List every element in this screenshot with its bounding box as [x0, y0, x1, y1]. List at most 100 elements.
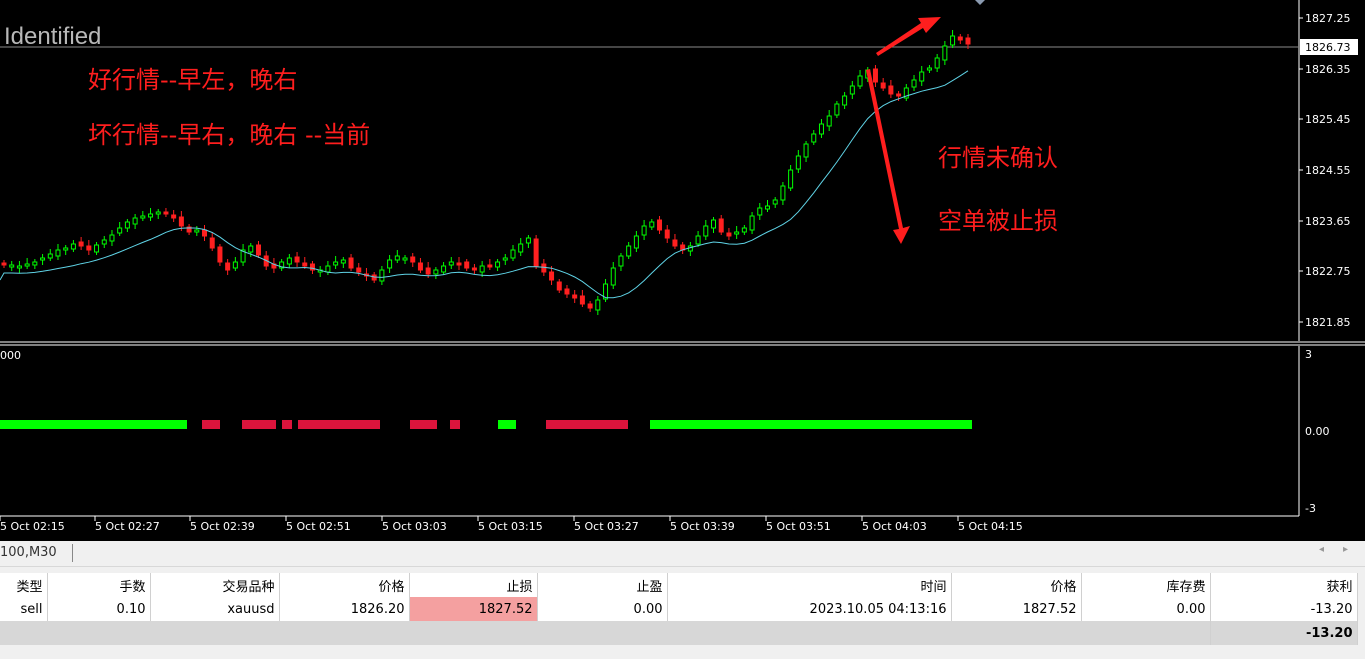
cell-profit: -13.20	[1210, 597, 1358, 621]
cell-price: 1826.20	[279, 597, 410, 621]
price-axis: 1827.25 1826.35 1825.45 1824.55 1823.65 …	[1299, 12, 1351, 329]
annotation-good-trend: 好行情--早左，晚右	[88, 66, 297, 94]
candle-bull	[734, 231, 740, 235]
candle-bull	[942, 45, 948, 61]
signal-bar-red	[202, 420, 220, 429]
candle-bear	[456, 262, 462, 266]
price-chart[interactable]: Identified 好行情--早左，晚右 坏行情--早右，晚右 --当前 行情…	[0, 0, 1365, 346]
annotation-bad-trend: 坏行情--早右，晚右 --当前	[88, 121, 370, 149]
candle-bear	[672, 239, 678, 247]
chart-tab[interactable]: 100,M30	[0, 545, 57, 560]
candle-bear	[86, 245, 92, 251]
candle-bull	[903, 87, 909, 99]
header-stop-loss[interactable]: 止损	[409, 573, 538, 597]
candle-bull	[788, 169, 794, 189]
indicator-axis-label: 0.00	[1305, 425, 1330, 438]
header-time[interactable]: 时间	[667, 573, 952, 597]
candle-bear	[487, 264, 493, 268]
candle-bear	[572, 294, 578, 299]
candle-bull	[780, 185, 786, 201]
candle-bull	[741, 227, 747, 233]
signal-bar-red	[410, 420, 437, 429]
price-label: 1823.65	[1305, 215, 1351, 228]
candle-bull	[117, 227, 123, 234]
header-volume[interactable]: 手数	[47, 573, 151, 597]
table-row[interactable]: sell 0.10 xauusd 1826.20 1827.52 0.00 20…	[0, 597, 1358, 621]
header-price[interactable]: 价格	[279, 573, 410, 597]
header-type[interactable]: 类型	[0, 573, 48, 597]
candle-bear	[872, 68, 878, 83]
header-swap[interactable]: 库存费	[1081, 573, 1211, 597]
signal-bar-red	[450, 420, 460, 429]
candle-bull	[703, 225, 709, 237]
indicator-panel[interactable]: 000 3 0.00 -3	[0, 346, 1330, 516]
candle-bear	[556, 281, 562, 291]
candle-bull	[610, 267, 616, 286]
time-label: 5 Oct 04:03	[862, 520, 927, 533]
signal-bar-red	[282, 420, 292, 429]
sell-marker-icon	[975, 0, 985, 5]
candle-bull	[148, 213, 154, 218]
total-profit: -13.20	[1210, 621, 1358, 645]
time-label: 5 Oct 03:15	[478, 520, 543, 533]
candle-bull	[764, 205, 770, 210]
candle-bull	[441, 265, 447, 273]
candle-bull	[55, 249, 61, 257]
candle-bull	[16, 265, 22, 269]
candle-bear	[579, 295, 585, 305]
candle-bull	[279, 261, 285, 269]
price-label: 1824.55	[1305, 164, 1351, 177]
header-take-profit[interactable]: 止盈	[537, 573, 668, 597]
candle-bull	[618, 255, 624, 267]
header-symbol[interactable]: 交易品种	[150, 573, 280, 597]
current-price-text: 1826.73	[1305, 41, 1351, 54]
chart-canvas[interactable]: Identified 好行情--早左，晚右 坏行情--早右，晚右 --当前 行情…	[0, 0, 1365, 541]
chart-tab-bar: 100,M30 ◂ ▸	[0, 541, 1365, 567]
candle-bear	[209, 237, 215, 249]
header-profit[interactable]: 获利	[1210, 573, 1358, 597]
candle-bear	[171, 214, 177, 219]
time-label: 5 Oct 03:27	[574, 520, 639, 533]
price-label: 1821.85	[1305, 316, 1351, 329]
candle-bull	[926, 67, 932, 71]
candle-bull	[919, 71, 925, 82]
candle-bull	[155, 211, 161, 215]
time-label: 5 Oct 02:39	[190, 520, 255, 533]
candle-bear	[255, 244, 261, 256]
scroll-left-icon[interactable]: ◂	[1319, 544, 1325, 555]
candle-bull	[448, 261, 454, 266]
candle-bull	[124, 221, 130, 229]
candle-bull	[70, 243, 76, 250]
arrow-up-icon	[876, 17, 941, 56]
candle-bull	[94, 244, 100, 253]
candle-bear	[217, 246, 223, 263]
candle-bear	[888, 85, 894, 95]
candle-bull	[834, 103, 840, 116]
candle-bear	[225, 262, 231, 271]
candle-bull	[140, 215, 146, 219]
candle-bear	[294, 256, 300, 263]
candle-bull	[695, 235, 701, 245]
candle-bear	[957, 36, 963, 41]
signal-bar-green	[650, 420, 972, 429]
candle-bull	[641, 225, 647, 236]
header-current-price[interactable]: 价格	[951, 573, 1082, 597]
candle-bear	[356, 267, 362, 273]
total-row: -13.20	[0, 621, 1358, 645]
candle-bear	[896, 93, 902, 97]
candle-bull	[525, 237, 531, 244]
candle-bear	[178, 216, 184, 227]
candles-group	[1, 30, 971, 315]
current-price-badge	[1300, 39, 1358, 55]
candle-bull	[24, 263, 30, 267]
candle-bull	[63, 247, 69, 251]
signal-bar-green	[0, 420, 187, 429]
signal-bar-green	[498, 420, 516, 429]
scroll-right-icon[interactable]: ▸	[1343, 544, 1349, 555]
table-header-row: 类型 手数 交易品种 价格 止损 止盈 时间 价格 库存费 获利	[0, 573, 1358, 597]
candle-bear	[186, 226, 192, 233]
candle-bull	[603, 283, 609, 300]
price-label: 1825.45	[1305, 113, 1351, 126]
candle-bull	[248, 245, 254, 253]
tab-separator	[72, 544, 73, 562]
